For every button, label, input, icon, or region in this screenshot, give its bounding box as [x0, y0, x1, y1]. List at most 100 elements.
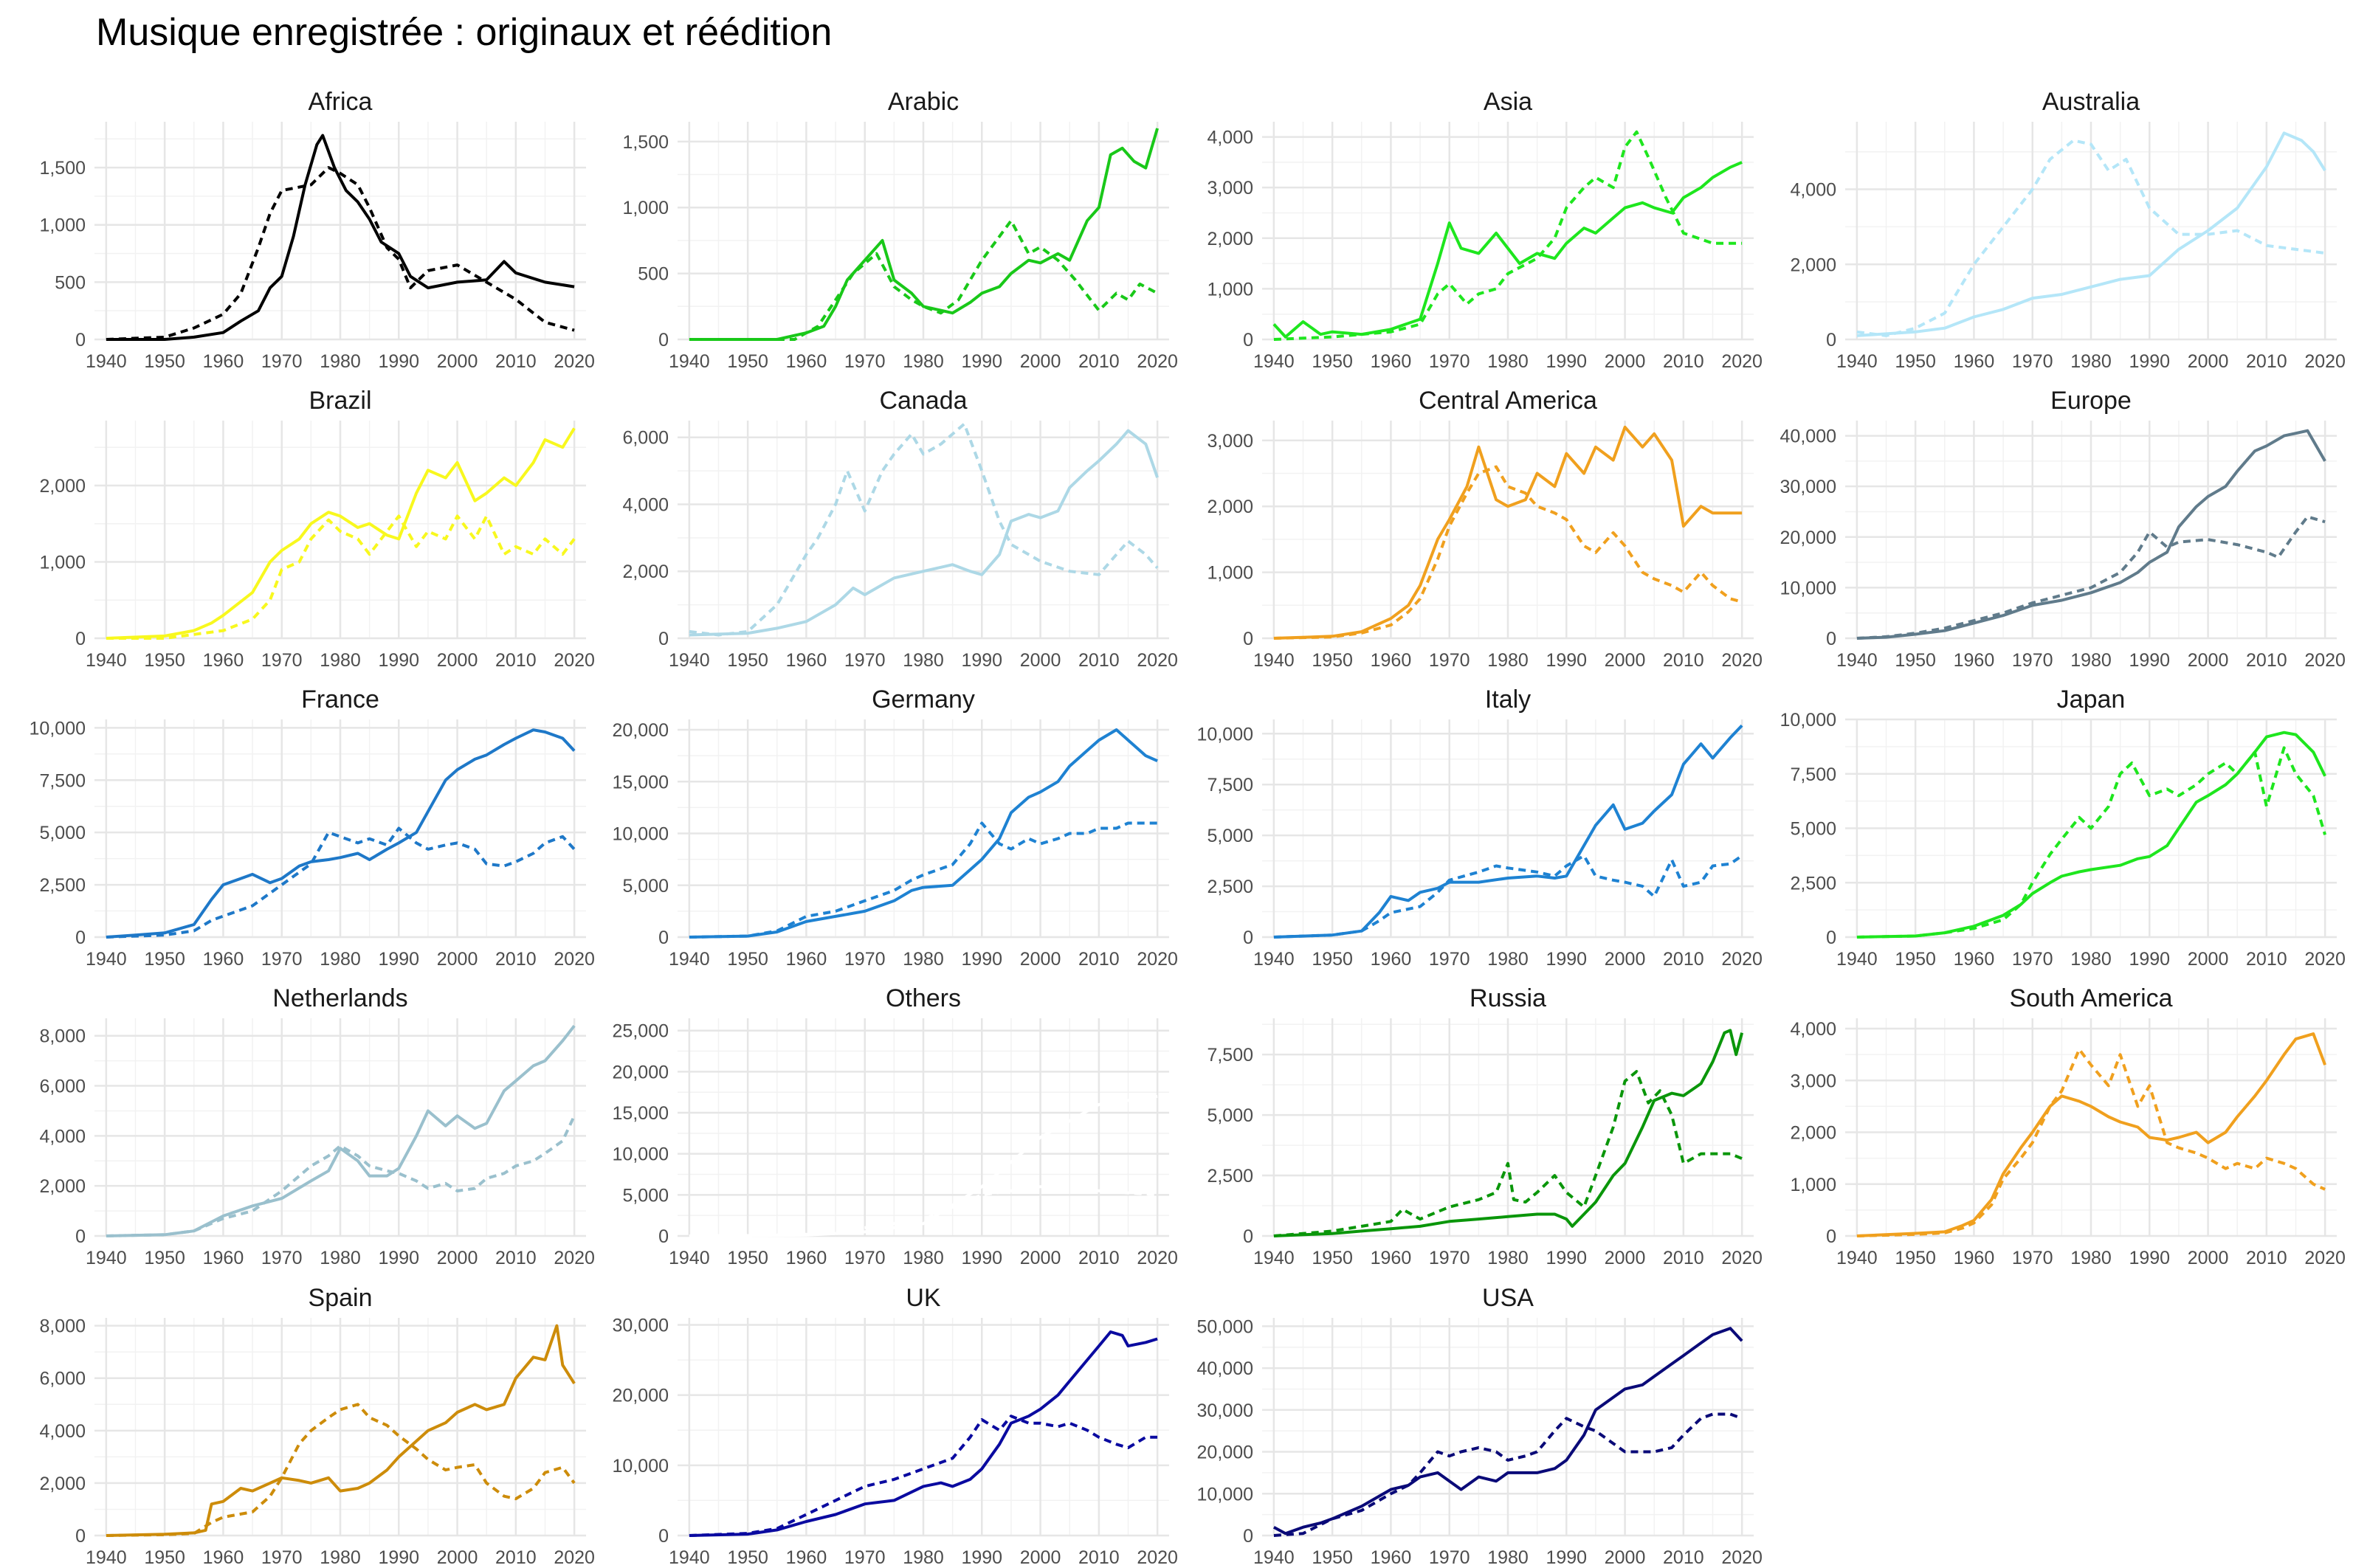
y-tick-label: 1,000 — [39, 215, 86, 236]
panel-title: Spain — [309, 1284, 373, 1312]
x-tick-label: 2010 — [1078, 351, 1120, 372]
y-tick-label: 5,000 — [1207, 1105, 1253, 1126]
series-line-solid — [1272, 1327, 1743, 1536]
x-tick-label: 2000 — [437, 949, 478, 970]
y-tick-label: 7,500 — [39, 770, 86, 791]
series-line-solid — [1273, 724, 1743, 939]
x-tick-label: 2000 — [437, 1248, 478, 1268]
x-tick-label: 1990 — [378, 949, 419, 970]
x-tick-label: 2010 — [1078, 1248, 1120, 1268]
x-tick-label: 1970 — [2012, 351, 2053, 372]
y-tick-label: 2,500 — [1207, 1166, 1253, 1187]
x-tick-label: 2020 — [554, 351, 595, 372]
x-tick-label: 1940 — [86, 949, 127, 970]
panel-russia: Russia 1940 1950 1960 1970 1980 1990 2000 2010 20… — [1207, 984, 1763, 1268]
panel-title: Central America — [1419, 387, 1597, 415]
y-tick-label: 0 — [75, 1526, 86, 1547]
x-tick-label: 1990 — [2129, 949, 2170, 970]
x-tick-label: 2010 — [2246, 351, 2287, 372]
y-tick-label: 1,500 — [39, 158, 86, 179]
x-tick-label: 1960 — [1371, 949, 1412, 970]
x-tick-label: 1990 — [378, 650, 419, 671]
panel-others: Others 1940 1950 1960 1970 1980 1990 2000 2010 20… — [613, 984, 1178, 1268]
series-line-solid — [1856, 731, 2326, 939]
x-tick-label: 1990 — [961, 650, 1002, 671]
x-tick-label: 2000 — [1020, 949, 1061, 970]
y-tick-label: 4,000 — [39, 1126, 86, 1147]
x-tick-label: 2000 — [2188, 351, 2229, 372]
x-tick-label: 1980 — [1487, 351, 1529, 372]
x-tick-label: 1950 — [727, 351, 768, 372]
x-tick-label: 1960 — [1371, 1547, 1412, 1568]
series-line-solid — [1856, 131, 2326, 337]
y-tick-label: 1,000 — [1790, 1175, 1836, 1195]
x-tick-label: 2000 — [2188, 949, 2229, 970]
y-tick-label: 10,000 — [613, 824, 669, 845]
series-line-dashed — [1273, 1070, 1743, 1237]
panel-title: Japan — [2057, 685, 2126, 714]
x-tick-label: 1950 — [1895, 351, 1936, 372]
x-tick-label: 1960 — [786, 1248, 827, 1268]
x-tick-label: 1950 — [144, 949, 185, 970]
y-tick-label: 1,000 — [1207, 279, 1253, 300]
y-tick-label: 3,000 — [1207, 178, 1253, 198]
x-tick-label: 1950 — [727, 650, 768, 671]
x-tick-label: 2010 — [1663, 650, 1704, 671]
x-tick-label: 1970 — [2012, 1248, 2053, 1268]
x-tick-label: 1960 — [203, 1547, 244, 1568]
x-tick-label: 1980 — [903, 1547, 944, 1568]
panel-netherlands: Netherlands 1940 1950 1960 1970 1980 1990 2000 2… — [39, 984, 595, 1268]
series-line-dashed — [1856, 139, 2326, 337]
x-tick-label: 1950 — [144, 650, 185, 671]
x-tick-label: 2000 — [1020, 351, 1061, 372]
x-tick-label: 1980 — [320, 1248, 361, 1268]
x-tick-label: 2020 — [554, 650, 595, 671]
x-tick-label: 2020 — [2304, 949, 2346, 970]
y-tick-label: 500 — [55, 272, 86, 293]
x-tick-label: 1980 — [320, 351, 361, 372]
y-tick-label: 20,000 — [613, 720, 669, 741]
y-tick-label: 5,000 — [622, 876, 669, 897]
x-tick-label: 1960 — [786, 1547, 827, 1568]
x-tick-label: 2020 — [554, 1547, 595, 1568]
y-tick-label: 0 — [658, 928, 669, 948]
panel-title: Russia — [1470, 984, 1546, 1012]
panel-title: Brazil — [309, 387, 371, 415]
x-tick-label: 1940 — [86, 650, 127, 671]
x-tick-label: 1970 — [844, 351, 886, 372]
x-tick-label: 2000 — [1605, 949, 1646, 970]
x-tick-label: 1960 — [1954, 1248, 1995, 1268]
x-tick-label: 1970 — [261, 949, 303, 970]
x-tick-label: 1970 — [261, 1547, 303, 1568]
x-tick-label: 2000 — [437, 351, 478, 372]
y-tick-label: 10,000 — [613, 1144, 669, 1165]
x-tick-label: 2010 — [1663, 1248, 1704, 1268]
x-tick-label: 1990 — [378, 1547, 419, 1568]
y-tick-label: 5,000 — [622, 1185, 669, 1206]
series-line-solid — [1856, 1032, 2326, 1237]
x-tick-label: 1950 — [1895, 949, 1936, 970]
panel-title: Netherlands — [272, 984, 407, 1012]
panel-title: Arabic — [888, 88, 959, 116]
series-line-dashed — [1273, 1412, 1743, 1537]
x-tick-label: 2000 — [1605, 1547, 1646, 1568]
y-tick-label: 5,000 — [1207, 826, 1253, 846]
y-tick-label: 30,000 — [1197, 1401, 1253, 1421]
x-tick-label: 1990 — [2129, 1248, 2170, 1268]
panel-title: Asia — [1484, 88, 1532, 116]
x-tick-label: 2010 — [2246, 949, 2287, 970]
x-tick-label: 2000 — [1605, 650, 1646, 671]
x-tick-label: 1940 — [1836, 351, 1878, 372]
x-tick-label: 1940 — [669, 650, 710, 671]
panel-spain: Spain 1940 1950 1960 1970 1980 1990 2000 2010 202… — [39, 1284, 595, 1568]
x-tick-label: 2010 — [495, 949, 537, 970]
series-line-solid — [106, 1024, 576, 1237]
x-tick-label: 1980 — [2070, 949, 2112, 970]
x-tick-label: 2000 — [1020, 1547, 1061, 1568]
y-tick-label: 0 — [658, 629, 669, 649]
y-tick-label: 30,000 — [613, 1316, 669, 1336]
x-tick-label: 1980 — [903, 1248, 944, 1268]
x-tick-label: 1960 — [203, 949, 244, 970]
y-tick-label: 15,000 — [613, 1103, 669, 1124]
